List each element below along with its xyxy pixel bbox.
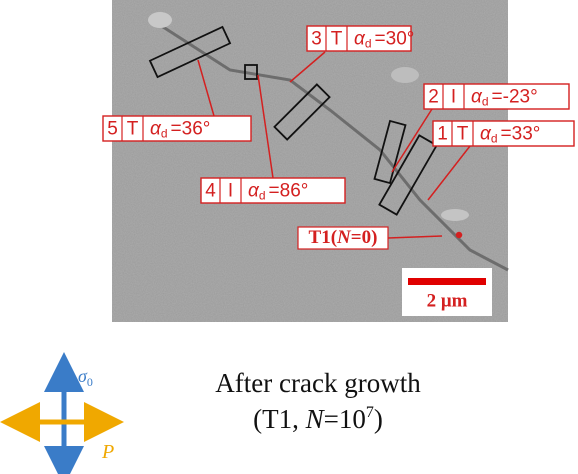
- text: d: [482, 95, 489, 109]
- label-number: 2: [428, 87, 439, 108]
- point-label: T1(N=0): [298, 227, 388, 249]
- text: =10: [324, 404, 366, 434]
- caption-line1: After crack growth: [215, 368, 421, 398]
- label-number: 3: [311, 29, 322, 50]
- label-mode: I: [228, 181, 233, 202]
- scale-bar-label: 2 μm: [427, 290, 468, 311]
- label-angle: αd=33°: [480, 124, 540, 146]
- label-angle: αd=36°: [150, 119, 210, 141]
- text: N: [305, 404, 326, 434]
- label-mode: T: [457, 124, 469, 145]
- text: =-23°: [492, 87, 538, 108]
- label-angle: αd=86°: [248, 181, 308, 203]
- label-mode: T: [331, 29, 343, 50]
- text: d: [259, 189, 266, 203]
- text: d: [365, 37, 372, 51]
- text: N: [336, 227, 352, 248]
- text: d: [161, 127, 168, 141]
- label-number: 1: [437, 124, 448, 145]
- label-angle: αd=30°: [354, 29, 414, 51]
- text: 0: [87, 375, 93, 389]
- label-mode: T: [127, 119, 139, 140]
- text: =30°: [375, 29, 415, 50]
- text: (T1,: [253, 404, 305, 434]
- point-label-text: T1(N=0): [309, 227, 378, 248]
- axes-legend: σ0 P: [20, 366, 114, 466]
- label-mode: I: [451, 87, 456, 108]
- stress-label: σ0: [78, 366, 93, 389]
- caption: After crack growth (T1, N=107): [215, 368, 421, 434]
- text: T1(: [309, 227, 338, 248]
- figure: 3Tαd=30°2Iαd=-23°1Tαd=33°5Tαd=36°4Iαd=86…: [0, 0, 578, 474]
- label-number: 4: [205, 181, 216, 202]
- text: d: [491, 132, 498, 146]
- caption-line2: (T1, N=107): [253, 404, 383, 434]
- label-number: 5: [107, 119, 118, 140]
- scale-bar: 2 μm: [402, 268, 492, 316]
- label-angle: αd=-23°: [471, 87, 538, 109]
- text: ): [374, 404, 383, 434]
- text: =36°: [171, 119, 211, 140]
- load-label: P: [101, 441, 114, 463]
- text: 7: [366, 404, 374, 421]
- text: =86°: [269, 181, 309, 202]
- text: =0): [351, 227, 378, 248]
- text: =33°: [501, 124, 541, 145]
